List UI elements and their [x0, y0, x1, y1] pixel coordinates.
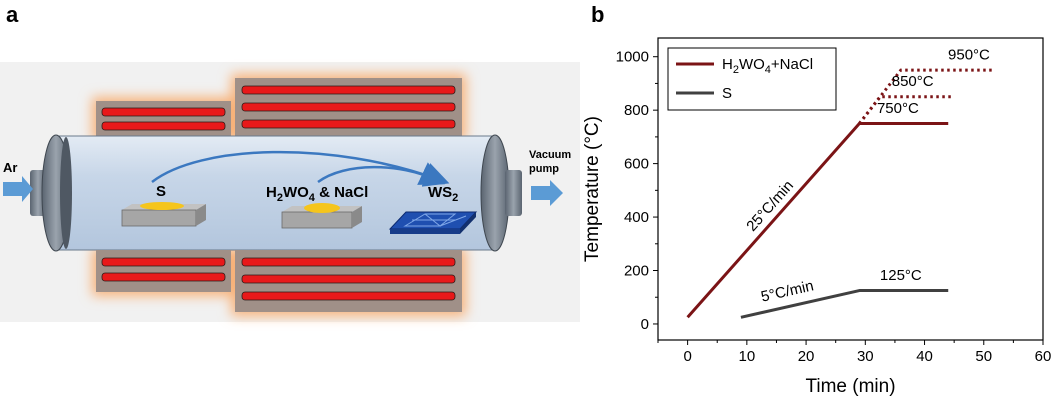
legend-label-s: S [722, 85, 732, 102]
legend-box [667, 47, 837, 111]
panel-a: a [0, 2, 580, 322]
x-tick-label: 50 [975, 348, 992, 365]
panel-b-letter: b [591, 2, 604, 27]
heater-top-large [235, 78, 462, 137]
y-tick-label: 200 [624, 263, 649, 280]
plot-frame [657, 37, 1044, 341]
legend-label-h2wo4: H2WO4+NaCl [722, 56, 813, 76]
argon-label: Ar [3, 160, 17, 175]
heater-top-small [96, 101, 231, 137]
sulfur-powder [140, 202, 184, 210]
vacuum-outlet-arrow [531, 180, 563, 206]
x-tick-label: 30 [857, 348, 874, 365]
x-tick-label: 60 [1035, 348, 1052, 365]
y-tick-label: 800 [624, 102, 649, 119]
annotation-label: 950°C [948, 46, 990, 63]
heater-bottom-large [235, 250, 462, 312]
vacuum-label-line1: Vacuum [529, 149, 571, 161]
y-tick-label: 600 [624, 156, 649, 173]
legend: H2WO4+NaCl S [667, 47, 837, 111]
x-tick-label: 10 [739, 348, 756, 365]
argon-inlet-arrow [3, 176, 33, 202]
annotation-label: 750°C [877, 100, 919, 117]
precursor-powder [304, 203, 340, 213]
dotted-branch-line [858, 68, 993, 125]
y-axis-title: Temperature (°C) [582, 116, 603, 262]
vacuum-label-line2: pump [529, 163, 559, 175]
sulfur-label: S [156, 183, 166, 200]
x-tick-label: 0 [683, 348, 691, 365]
x-axis-title: Time (min) [805, 376, 895, 397]
precursor-boat [281, 203, 362, 229]
product-label: WS2 [428, 184, 458, 204]
annotation-label: 125°C [880, 267, 922, 284]
x-tick-label: 40 [916, 348, 933, 365]
ws2-substrate [388, 211, 478, 234]
annotation-label: 850°C [892, 73, 934, 90]
vapor-arrow-s [151, 150, 450, 187]
panel-a-letter: a [6, 2, 19, 27]
y-tick-label: 400 [624, 209, 649, 226]
series-s-line [740, 289, 949, 319]
precursor-label: H2WO4 & NaCl [266, 184, 368, 204]
sulfur-boat [121, 202, 206, 227]
x-tick-label: 20 [798, 348, 815, 365]
series-h2wo4-line [686, 122, 949, 319]
heater-bottom-small [96, 250, 231, 292]
vapor-arrow-precursor [317, 162, 446, 185]
y-tick-label: 1000 [616, 49, 649, 66]
quartz-tube [30, 134, 522, 252]
y-tick-label: 0 [641, 316, 649, 333]
